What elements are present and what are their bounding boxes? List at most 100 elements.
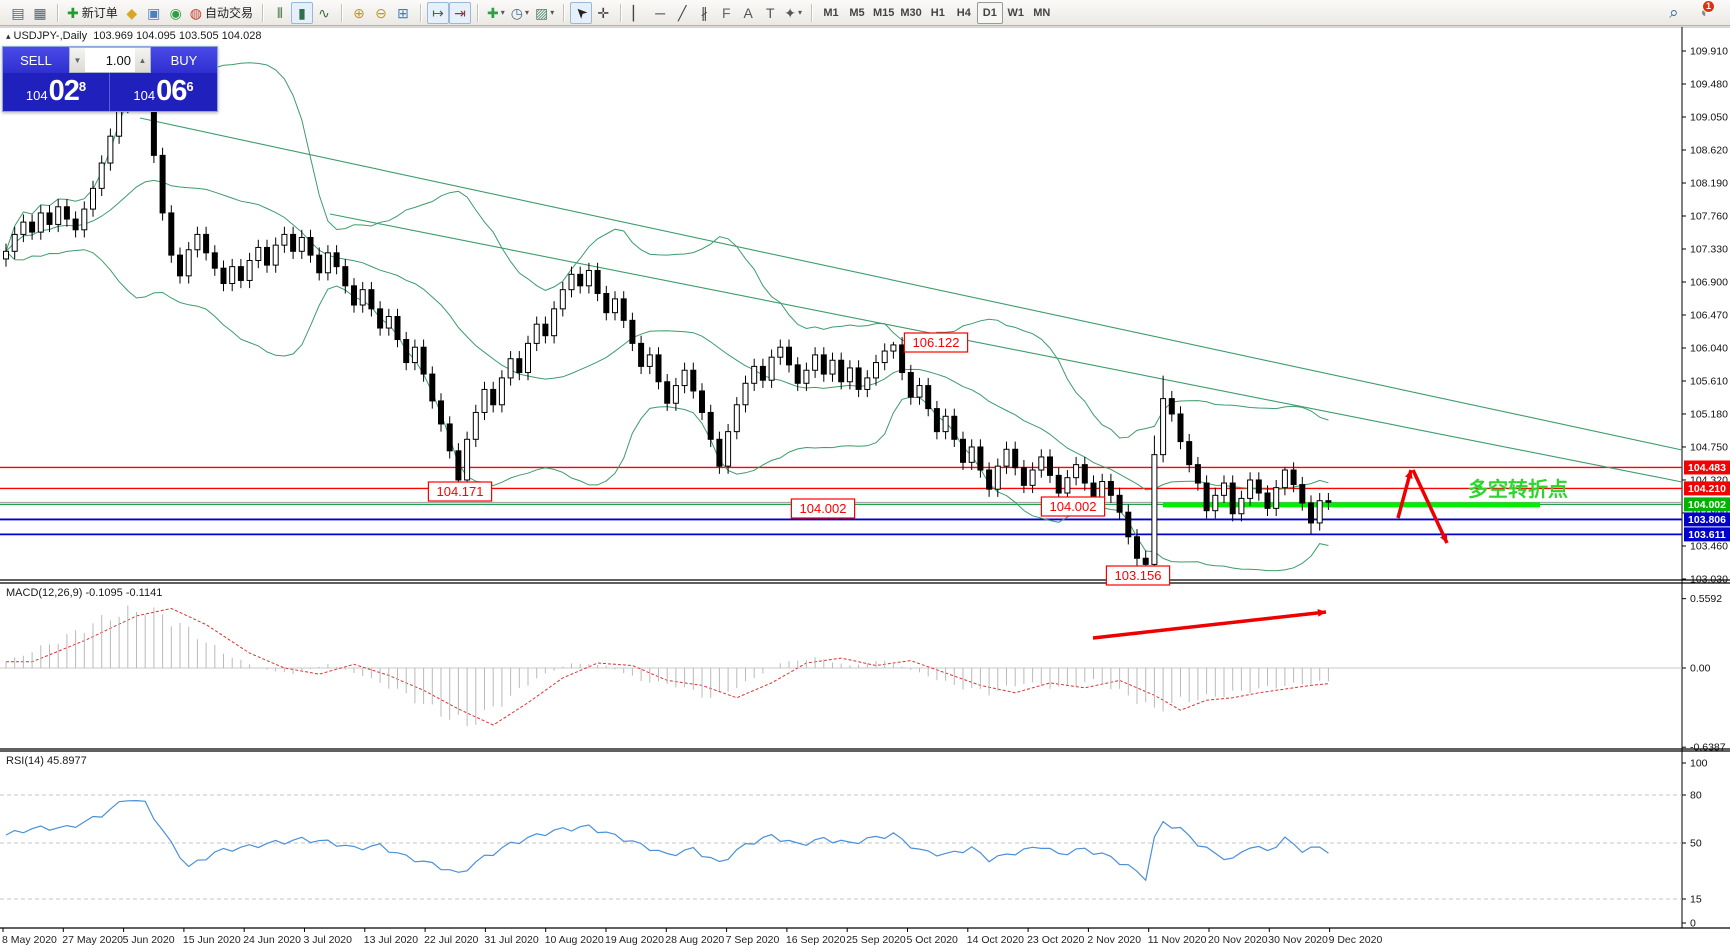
templates-icon-caret: ▾ [550,8,555,17]
svg-text:9 Dec 2020: 9 Dec 2020 [1329,934,1383,946]
sell-price-big: 02 [48,75,80,107]
virtual-hosting-icon[interactable]: ▣ [147,4,161,21]
signals-icon[interactable]: ◉ [169,4,182,21]
volume-increase-button[interactable]: ▲ [135,48,150,72]
crosshair-icon[interactable]: ✛ [597,4,610,21]
search-icon[interactable]: ⌕ [1669,2,1679,22]
notifications-icon[interactable]: ◖ 1 [1698,0,1715,22]
bollinger-upper [5,62,1329,439]
svg-text:108.190: 108.190 [1690,177,1728,189]
main-toolbar: ▤ ▦ ✚ 新订单 ◆ ▣ ◉ ◍ 自动交易 ⫴ ▮ ∿ ⊕ ⊖ ⊞ ↦ ⇥ ✚ ▾ ◷ ▾ ▨ ▾ ➤ ✛ ▏ ─ ╱ ∦ F A T ✦ ▾ M… [0,0,1730,26]
tile-windows-icon[interactable]: ⊞ [397,4,409,21]
volume-group: ▼ ▲ [69,47,151,73]
timeframe-m15-button[interactable]: M15 [872,6,895,19]
svg-text:104.750: 104.750 [1690,441,1728,453]
price-tag [1684,481,1730,496]
turning-point-annotation: 多空转折点 [1468,477,1568,501]
bar-chart-type-icon[interactable]: ⫴ [277,4,283,21]
timeframe-m1-button[interactable]: M1 [823,6,839,19]
svg-text:11 Nov 2020: 11 Nov 2020 [1148,934,1207,946]
svg-text:-0.6387: -0.6387 [1690,742,1726,754]
svg-text:8 May 2020: 8 May 2020 [2,934,57,946]
chart-shift-icon[interactable]: ⇥ [448,1,471,24]
svg-text:25 Sep 2020: 25 Sep 2020 [846,934,906,946]
new-order-button[interactable]: ✚ 新订单 [67,4,118,21]
channel-icon[interactable]: ∦ [700,4,708,21]
svg-text:80: 80 [1690,790,1702,802]
collapse-objects-icon[interactable]: ▴ [6,31,11,41]
new-chart-icon[interactable]: ▤ [11,4,25,21]
chart-profiles-icon[interactable]: ▦ [33,4,47,21]
svg-text:14 Oct 2020: 14 Oct 2020 [967,934,1024,946]
timeframe-m5-button[interactable]: M5 [849,6,865,19]
volume-input[interactable] [85,48,135,72]
timeframe-h4-button[interactable]: H4 [956,6,971,19]
timeframe-d1-button[interactable]: D1 [976,1,1003,24]
svg-text:31 Jul 2020: 31 Jul 2020 [484,934,538,946]
text-icon[interactable]: A [743,4,753,21]
svg-text:103.030: 103.030 [1690,573,1728,585]
svg-text:15 Jun 2020: 15 Jun 2020 [183,934,241,946]
svg-text:100: 100 [1690,758,1708,770]
vertical-line-icon[interactable]: ▏ [632,4,644,21]
svg-text:103.611: 103.611 [1688,529,1726,541]
arrows-icon[interactable]: ✦ ▾ [784,4,802,21]
symbol-info-bar: ▴ USDJPY-,Daily 103.969 104.095 103.505 1… [6,30,261,42]
text-label-icon[interactable]: T [765,4,775,21]
svg-text:105.180: 105.180 [1690,408,1728,420]
trendlines [139,117,1683,483]
svg-text:107.760: 107.760 [1690,210,1728,222]
notification-bubble-icon: ◖ [1698,3,1708,21]
macd-pane: 0.5592 0.00 -0.6387 MACD(12,26,9) -0.1095 -… [0,587,1726,754]
buy-price-sup: 6 [186,79,194,94]
buy-price[interactable]: 104 06 6 [110,73,217,111]
candles [3,55,1332,569]
autotrading-button[interactable]: ◍ 自动交易 [189,4,253,21]
horizontal-line-icon[interactable]: ─ [655,4,666,21]
timeframe-h1-button[interactable]: H1 [930,6,945,19]
symbol-name: USDJPY-,Daily [13,30,88,42]
svg-text:108.620: 108.620 [1690,144,1728,156]
bollinger-middle [5,179,1329,491]
buy-price-big: 06 [156,75,187,107]
rsi-title: RSI(14) 45.8977 [6,755,87,767]
svg-text:104.002: 104.002 [1688,499,1726,511]
indicators-icon-caret: ▾ [500,8,505,17]
volume-decrease-button[interactable]: ▼ [70,48,85,72]
svg-text:23 Oct 2020: 23 Oct 2020 [1027,934,1084,946]
zoom-out-icon[interactable]: ⊖ [375,4,387,21]
svg-text:109.480: 109.480 [1690,78,1728,90]
svg-text:7 Sep 2020: 7 Sep 2020 [726,934,780,946]
timeframe-mn-button[interactable]: MN [1033,6,1051,19]
svg-text:27 May 2020: 27 May 2020 [62,934,123,946]
candlestick-chart-type-icon[interactable]: ▮ [290,1,313,24]
auto-scroll-icon[interactable]: ↦ [426,1,449,24]
cursor-icon[interactable]: ➤ [570,1,593,24]
trendline-icon[interactable]: ╱ [678,4,687,21]
buy-button[interactable]: BUY [151,47,217,73]
price-tag [1684,512,1730,527]
metaquotes-icon[interactable]: ◆ [126,4,138,21]
svg-text:0: 0 [1690,918,1696,930]
macd-signal-line [6,607,1329,726]
line-chart-type-icon[interactable]: ∿ [318,4,330,21]
fibonacci-icon[interactable]: F [721,4,731,21]
templates-icon[interactable]: ▨ ▾ [534,4,555,21]
zoom-in-icon[interactable]: ⊕ [353,4,365,21]
indicators-icon[interactable]: ✚ ▾ [486,4,505,21]
sell-price[interactable]: 104 02 8 [3,73,110,111]
rsi-line [5,799,1329,882]
timeframe-m30-button[interactable]: M30 [900,6,922,19]
svg-text:5 Oct 2020: 5 Oct 2020 [907,934,959,946]
macd-histogram [5,605,1329,727]
bollinger-bands [5,62,1329,572]
sell-button[interactable]: SELL [3,47,69,73]
price-tag [1684,460,1730,475]
time-axis: 8 May 2020 27 May 2020 5 Jun 2020 15 Jun 20… [2,928,1382,946]
sell-price-prefix: 104 [25,88,48,103]
price-arrow [1092,469,1449,640]
timeframe-w1-button[interactable]: W1 [1007,6,1025,19]
periods-icon[interactable]: ◷ ▾ [510,4,529,21]
pane-borders [0,26,1730,929]
